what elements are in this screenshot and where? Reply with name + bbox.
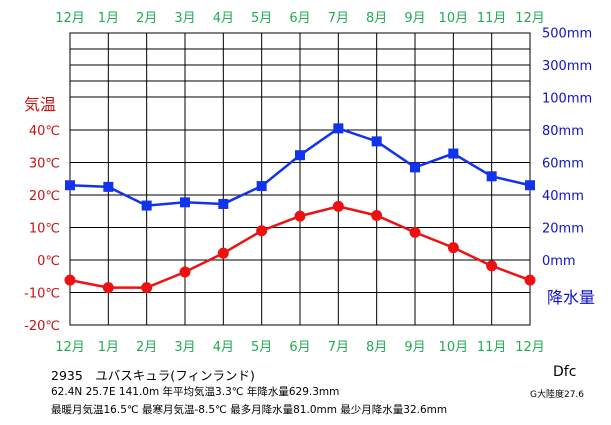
precipitation-point bbox=[295, 150, 305, 161]
temperature-point bbox=[179, 266, 191, 278]
climate-class: Dfc bbox=[553, 364, 577, 380]
temperature-point bbox=[102, 282, 114, 294]
bottom-month-labels: 12月 1月 2月 3月 4月 5月 6月 7月 8月 9月 10月 11月 12月 bbox=[55, 340, 545, 355]
precipitation-point bbox=[410, 162, 420, 173]
month-label: 9月 bbox=[404, 11, 425, 26]
station-stats-line: 62.4N 25.7E 141.0m 年平均気温3.3℃ 年降水量629.3mm bbox=[51, 386, 340, 398]
station-extremes-line: 最暖月気温16.5℃ 最寒月気温-8.5℃ 最多月降水量81.0mm 最少月降水… bbox=[51, 404, 448, 416]
month-label: 3月 bbox=[174, 340, 195, 355]
chart-grid bbox=[69, 32, 531, 326]
month-label: 7月 bbox=[328, 11, 349, 26]
series-lines bbox=[64, 123, 536, 294]
precipitation-point bbox=[180, 197, 190, 208]
precipitation-point bbox=[141, 200, 152, 211]
precipitation-tick-label: 60mm bbox=[542, 157, 584, 172]
temperature-point bbox=[332, 200, 344, 212]
month-label: 2月 bbox=[136, 11, 157, 26]
temperature-tick-label: -10℃ bbox=[24, 287, 60, 302]
month-label: 12月 bbox=[515, 340, 545, 355]
precipitation-tick-label: 500mm bbox=[542, 27, 592, 42]
precipitation-point bbox=[525, 180, 535, 191]
station-name: 2935 ユバスキュラ(フィンランド) bbox=[51, 368, 255, 383]
month-label: 1月 bbox=[98, 340, 119, 355]
month-label: 3月 bbox=[174, 11, 195, 26]
temperature-point bbox=[64, 274, 76, 286]
precipitation-point bbox=[486, 171, 497, 182]
precipitation-tick-label: 40mm bbox=[542, 189, 584, 204]
precipitation-point bbox=[218, 198, 229, 209]
month-label: 6月 bbox=[289, 11, 310, 26]
month-label: 6月 bbox=[289, 340, 310, 355]
continentality-index: G大陸度27.6 bbox=[530, 390, 585, 400]
precipitation-tick-label: 100mm bbox=[542, 92, 592, 107]
month-label: 12月 bbox=[55, 11, 85, 26]
month-label: 2月 bbox=[136, 340, 157, 355]
month-label: 9月 bbox=[404, 340, 425, 355]
precipitation-tick-label: 300mm bbox=[542, 59, 592, 74]
temperature-point bbox=[409, 226, 421, 238]
temperature-point bbox=[294, 210, 306, 222]
temperature-point bbox=[256, 225, 268, 237]
temperature-point bbox=[217, 247, 229, 259]
precipitation-tick-label: 80mm bbox=[542, 124, 584, 139]
month-label: 8月 bbox=[366, 340, 387, 355]
month-label: 10月 bbox=[439, 11, 469, 26]
temperature-tick-label: 40℃ bbox=[29, 124, 60, 139]
precipitation-tick-label: 20mm bbox=[542, 222, 584, 237]
precipitation-point bbox=[256, 181, 267, 192]
precipitation-tick-label: 0mm bbox=[542, 254, 576, 269]
month-label: 12月 bbox=[55, 340, 85, 355]
month-label: 4月 bbox=[213, 340, 234, 355]
temperature-point bbox=[141, 282, 153, 294]
temperature-point bbox=[371, 209, 383, 221]
temperature-tick-label: 10℃ bbox=[29, 222, 60, 237]
month-label: 5月 bbox=[251, 11, 272, 26]
temperature-tick-label: -20℃ bbox=[24, 319, 60, 334]
temperature-point bbox=[447, 242, 459, 254]
temperature-axis-label: 気温 bbox=[24, 95, 56, 114]
month-label: 11月 bbox=[477, 11, 507, 26]
temperature-tick-label: 30℃ bbox=[29, 157, 60, 172]
temperature-point bbox=[486, 260, 498, 272]
precipitation-point bbox=[333, 123, 344, 134]
month-label: 12月 bbox=[515, 11, 545, 26]
month-label: 10月 bbox=[439, 340, 469, 355]
precipitation-axis-label: 降水量 bbox=[547, 288, 595, 307]
month-label: 1月 bbox=[98, 11, 119, 26]
precipitation-point bbox=[103, 181, 114, 192]
precipitation-point bbox=[371, 136, 382, 147]
temperature-tick-label: 0℃ bbox=[37, 254, 60, 269]
month-label: 7月 bbox=[328, 340, 349, 355]
month-label: 4月 bbox=[213, 11, 234, 26]
month-label: 8月 bbox=[366, 11, 387, 26]
precipitation-axis-ticks: 500mm 300mm 100mm 80mm 60mm 40mm 20mm 0mm bbox=[542, 27, 592, 270]
month-label: 11月 bbox=[477, 340, 507, 355]
precipitation-point bbox=[448, 148, 459, 159]
temperature-point bbox=[524, 274, 536, 286]
temperature-axis-ticks: 40℃ 30℃ 20℃ 10℃ 0℃ -10℃ -20℃ bbox=[24, 124, 60, 334]
top-month-labels: 12月 1月 2月 3月 4月 5月 6月 7月 8月 9月 10月 11月 12月 bbox=[55, 11, 545, 26]
month-label: 5月 bbox=[251, 340, 272, 355]
temperature-tick-label: 20℃ bbox=[29, 189, 60, 204]
precipitation-point bbox=[65, 180, 75, 191]
